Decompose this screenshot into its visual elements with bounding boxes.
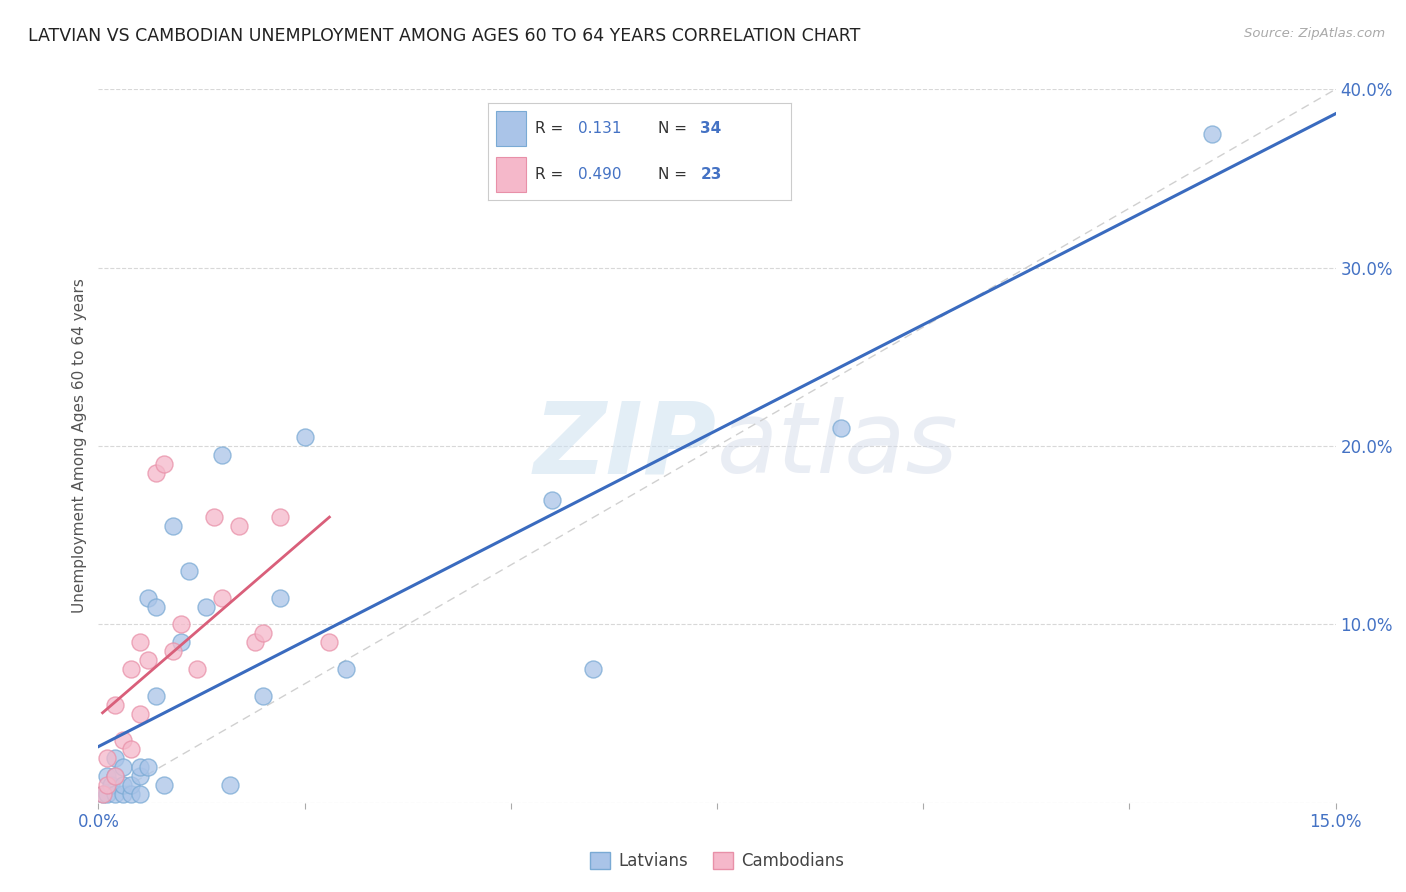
Point [179,564,201,578]
Point [194,599,217,614]
Point [335,662,357,676]
Point [112,787,135,801]
Point [153,778,176,792]
Point [269,510,291,524]
Point [120,662,142,676]
Point [128,769,150,783]
Point [145,466,167,480]
Point [100,778,122,792]
Point [96,787,118,801]
Point [104,769,127,783]
Point [112,778,135,792]
Point [96,769,118,783]
Point [162,519,184,533]
Point [269,591,291,605]
Legend: Latvians, Cambodians: Latvians, Cambodians [583,845,851,877]
Point [96,778,118,792]
Point [170,635,193,649]
Point [145,599,167,614]
Y-axis label: Unemployment Among Ages 60 to 64 years: Unemployment Among Ages 60 to 64 years [72,278,87,614]
Point [136,653,159,667]
Point [104,787,127,801]
Point [104,751,127,765]
Text: ZIP: ZIP [534,398,717,494]
Point [211,591,233,605]
Point [112,733,135,747]
Point [145,689,167,703]
Point [153,457,176,471]
Point [541,492,564,507]
Text: atlas: atlas [717,398,959,494]
Point [582,662,605,676]
Point [112,760,135,774]
Point [104,698,127,712]
Point [243,635,266,649]
Point [219,778,242,792]
Point [120,778,142,792]
Point [104,769,127,783]
Point [128,787,150,801]
Point [128,706,150,721]
Point [91,787,114,801]
Point [1201,127,1223,141]
Point [128,760,150,774]
Point [170,617,193,632]
Point [252,689,274,703]
Point [186,662,208,676]
Point [136,591,159,605]
Text: Source: ZipAtlas.com: Source: ZipAtlas.com [1244,27,1385,40]
Point [294,430,316,444]
Text: LATVIAN VS CAMBODIAN UNEMPLOYMENT AMONG AGES 60 TO 64 YEARS CORRELATION CHART: LATVIAN VS CAMBODIAN UNEMPLOYMENT AMONG … [28,27,860,45]
Point [228,519,250,533]
Point [162,644,184,658]
Point [318,635,340,649]
Point [136,760,159,774]
Point [120,742,142,756]
Point [252,626,274,640]
Point [830,421,852,435]
Point [128,635,150,649]
Point [211,448,233,462]
Point [202,510,225,524]
Point [91,787,114,801]
Point [120,787,142,801]
Point [96,751,118,765]
